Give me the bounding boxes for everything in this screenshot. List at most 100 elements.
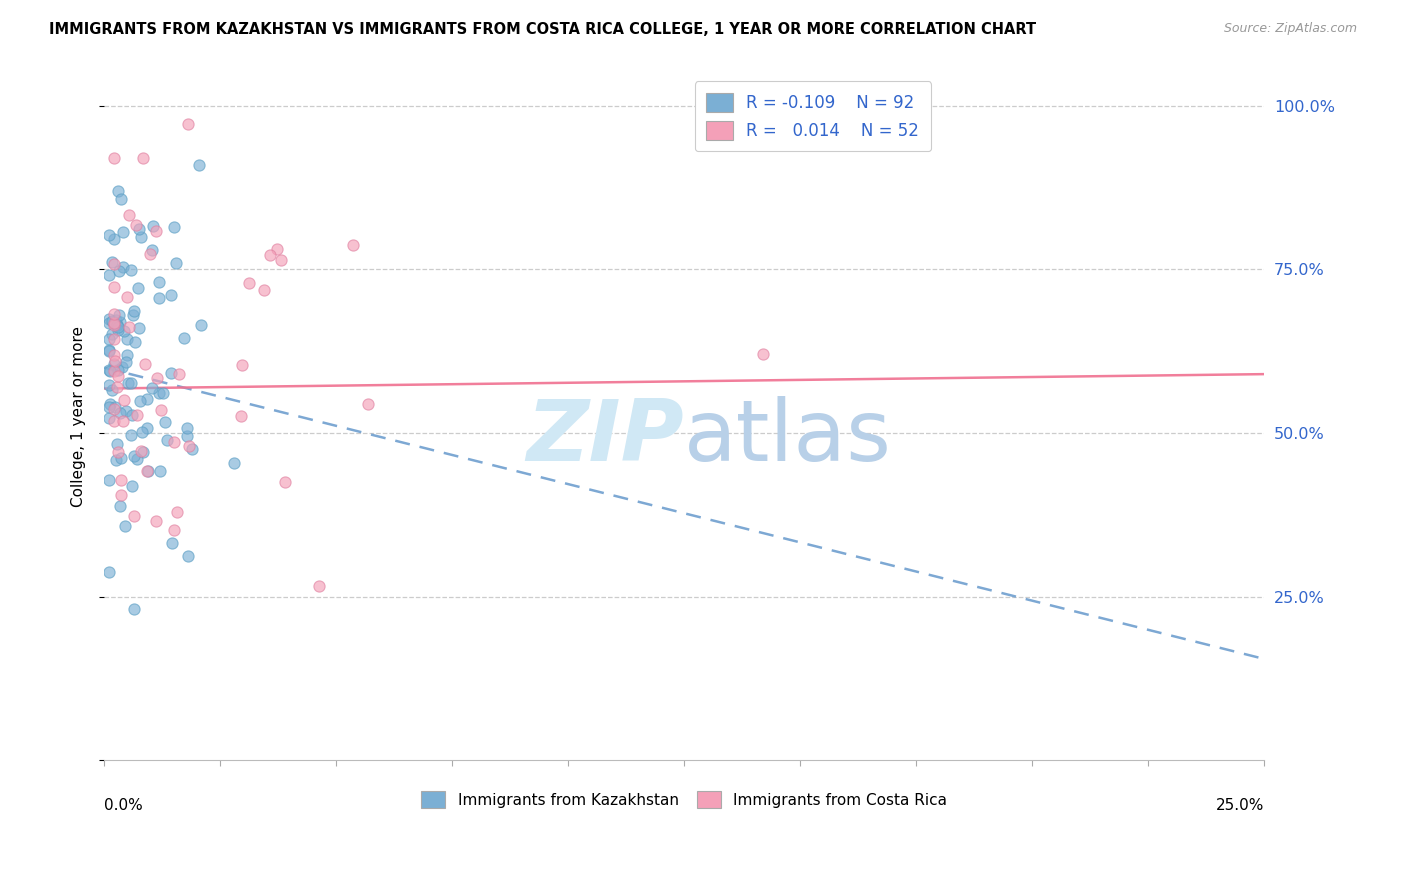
Point [190,318,212,332]
Point [112,414,135,428]
Point [105,318,128,333]
Point [103,414,125,428]
Point [97,474,120,488]
Point [103,318,125,332]
Point [122,303,145,318]
Point [97,312,120,326]
Text: 25.0%: 25.0% [1216,798,1264,814]
Point [111,260,134,275]
Point [145,224,167,238]
Point [107,445,129,459]
Point [266,242,288,256]
Point [114,519,136,533]
Point [97,227,120,242]
Point [117,348,139,362]
Point [273,475,295,489]
Point [120,263,142,277]
Point [120,376,142,391]
Point [98,268,121,282]
Point [97,410,120,425]
Point [121,478,143,492]
Point [103,348,125,362]
Point [342,238,364,252]
Point [129,230,152,244]
Point [121,309,143,323]
Point [152,385,174,400]
Text: IMMIGRANTS FROM KAZAKHSTAN VS IMMIGRANTS FROM COSTA RICA COLLEGE, 1 YEAR OR MORE: IMMIGRANTS FROM KAZAKHSTAN VS IMMIGRANTS… [49,22,1036,37]
Text: 0.0%: 0.0% [104,798,143,814]
Point [97,378,120,392]
Point [141,381,163,395]
Point [146,371,169,385]
Point [107,184,129,198]
Point [124,334,146,349]
Point [357,397,380,411]
Point [110,474,132,488]
Point [150,403,173,417]
Point [188,158,211,172]
Point [125,408,148,422]
Point [181,442,204,456]
Point [153,415,176,429]
Point [97,332,120,346]
Point [110,488,132,502]
Point [97,316,120,330]
Point [110,193,132,207]
Point [115,355,138,369]
Point [238,276,260,290]
Point [108,308,131,322]
Point [156,433,179,447]
Point [101,313,124,327]
Point [167,367,190,381]
Point [112,392,135,407]
Point [165,256,187,270]
Legend: Immigrants from Kazakhstan, Immigrants from Costa Rica: Immigrants from Kazakhstan, Immigrants f… [415,785,953,814]
Point [177,549,200,563]
Point [118,320,141,334]
Point [308,579,330,593]
Point [98,364,121,378]
Point [141,244,163,258]
Point [176,429,198,443]
Point [752,347,775,361]
Point [136,464,159,478]
Point [270,252,292,267]
Point [229,409,252,424]
Point [149,464,172,478]
Point [136,464,159,478]
Point [139,246,162,260]
Point [135,421,157,435]
Point [253,283,276,297]
Y-axis label: College, 1 year or more: College, 1 year or more [72,326,86,508]
Point [104,452,127,467]
Point [122,508,145,523]
Point [103,316,125,330]
Point [100,397,122,411]
Point [108,405,131,419]
Point [104,313,127,327]
Point [259,248,281,262]
Point [148,275,170,289]
Point [103,364,125,378]
Point [103,402,125,417]
Point [163,220,186,235]
Point [128,222,150,236]
Point [117,376,139,391]
Point [97,565,120,579]
Point [111,359,134,374]
Point [163,523,186,537]
Point [107,320,129,334]
Point [121,408,143,422]
Point [103,232,125,246]
Point [148,386,170,401]
Point [166,506,188,520]
Point [110,451,132,466]
Point [103,332,125,346]
Point [134,358,156,372]
Point [97,343,120,358]
Point [127,281,149,295]
Point [103,257,125,271]
Point [107,369,129,384]
Point [108,315,131,329]
Point [103,308,125,322]
